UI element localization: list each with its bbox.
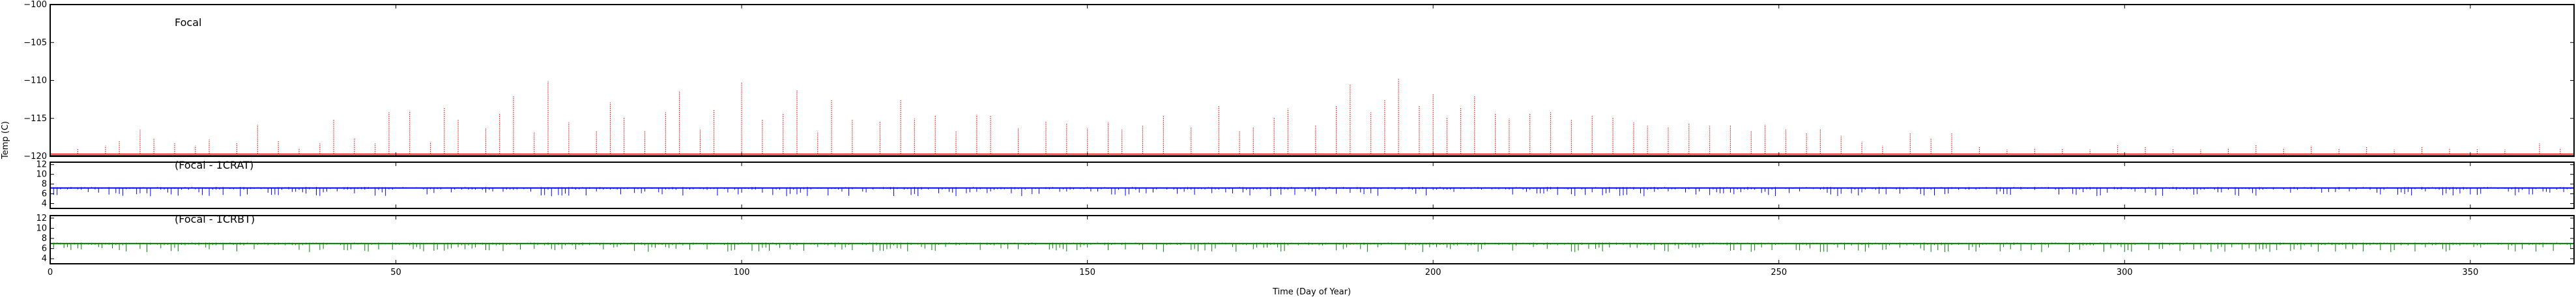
y-tick-label: 6 xyxy=(42,244,47,254)
x-tick-label: 300 xyxy=(2117,268,2133,277)
x-tick-label: 250 xyxy=(1771,268,1787,277)
y-tick-label: −115 xyxy=(23,114,47,124)
y-tick-label: 8 xyxy=(42,180,47,190)
x-tick-label: 350 xyxy=(2462,268,2478,277)
x-tick-label: 150 xyxy=(1079,268,1095,277)
y-tick-label: −100 xyxy=(23,0,47,10)
panel-1crbt-title: (Focal - 1CRBT) xyxy=(175,213,255,225)
x-tick-label: 0 xyxy=(48,268,53,277)
panel-1crat-series xyxy=(50,187,2574,197)
panel-focal-title: Focal xyxy=(175,16,201,29)
x-tick-label: 100 xyxy=(734,268,750,277)
y-tick-label: 8 xyxy=(42,234,47,244)
y-tick-label: 4 xyxy=(42,254,47,264)
panel-focal-ticks: −100 −105 −110 −115 −120 xyxy=(23,0,2574,162)
x-tick-label: 50 xyxy=(390,268,401,277)
panel-focal: −100 −105 −110 −115 −120 Focal xyxy=(23,0,2575,162)
panel-1crat-frame xyxy=(50,162,2575,209)
y-tick-label: 12 xyxy=(36,214,47,223)
panel-focal-series xyxy=(50,79,2574,156)
y-tick-label: −110 xyxy=(23,76,47,86)
panel-1crbt-frame xyxy=(50,215,2575,264)
y-tick-label: 10 xyxy=(36,223,47,233)
y-tick-label: 10 xyxy=(36,170,47,180)
panel-1crbt-series xyxy=(50,242,2574,253)
y-tick-label: 12 xyxy=(36,160,47,170)
x-axis-label: Time (Day of Year) xyxy=(1272,287,1351,297)
y-tick-label: −120 xyxy=(23,152,47,162)
y-tick-label: −105 xyxy=(23,38,47,48)
y-axis-label: Temp (C) xyxy=(1,121,10,160)
x-tick-label: 200 xyxy=(1425,268,1441,277)
panel-1crat-title: (Focal - 1CRAT) xyxy=(175,159,253,171)
y-tick-label: 6 xyxy=(42,190,47,199)
y-tick-label: 4 xyxy=(42,199,47,209)
